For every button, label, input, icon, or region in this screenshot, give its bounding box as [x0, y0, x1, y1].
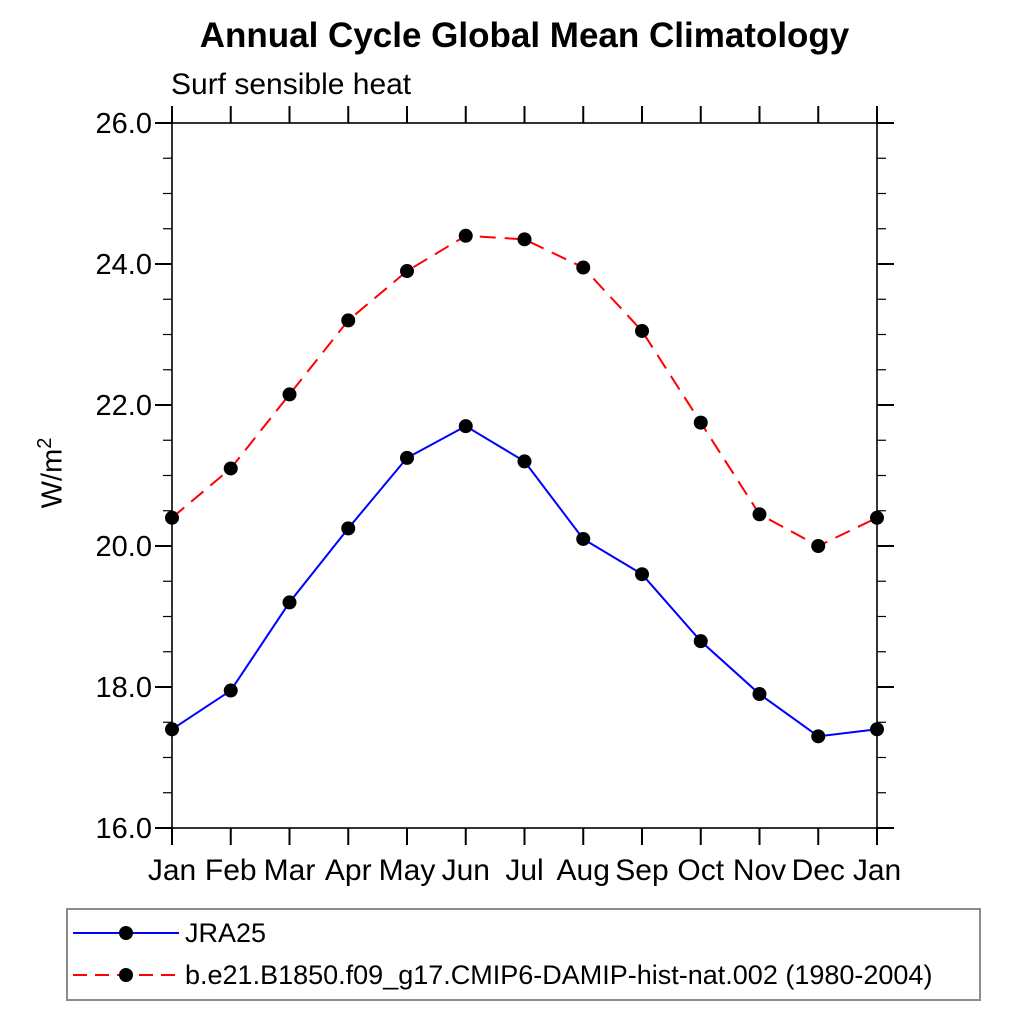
legend-line-sample-solid — [73, 926, 179, 940]
data-point-marker — [693, 415, 708, 430]
x-tick-label: Jul — [505, 854, 543, 887]
x-tick-label: Feb — [205, 854, 257, 887]
legend-row-jra25: JRA25 — [73, 913, 266, 953]
data-point-marker — [517, 232, 532, 247]
legend-box: JRA25 b.e21.B1850.f09_g17.CMIP6-DAMIP-hi… — [66, 908, 981, 1001]
chart-title: Annual Cycle Global Mean Climatology — [199, 16, 850, 55]
x-tick-label: Mar — [264, 854, 316, 887]
data-point-marker — [458, 228, 473, 243]
data-point-marker — [400, 264, 414, 279]
data-point-marker — [282, 595, 297, 610]
y-tick-label: 20.0 — [96, 531, 152, 563]
data-point-marker — [576, 260, 591, 275]
data-point-marker — [165, 722, 179, 737]
data-point-marker — [458, 419, 473, 434]
x-tick-label: Jan — [148, 854, 196, 887]
y-tick-label: 22.0 — [96, 390, 152, 422]
data-point-marker — [400, 450, 414, 465]
legend-label-jra25: JRA25 — [185, 917, 267, 948]
series-line-jra25 — [171, 424, 878, 738]
x-tick-label: Sep — [615, 854, 668, 887]
legend-line-sample-dashed — [73, 968, 179, 982]
data-point-marker — [693, 634, 708, 649]
data-point-marker — [165, 510, 179, 525]
data-point-marker — [282, 387, 297, 402]
x-tick-label: Apr — [325, 854, 372, 887]
data-point-marker — [223, 683, 238, 698]
y-tick-label: 26.0 — [96, 108, 152, 140]
x-tick-label: Nov — [733, 854, 786, 887]
data-point-marker — [517, 454, 532, 469]
data-point-marker — [811, 539, 826, 553]
chart-subtitle: Surf sensible heat — [171, 68, 412, 101]
series-line-model — [171, 234, 878, 548]
x-tick-label: Aug — [557, 854, 610, 887]
x-tick-label: Dec — [792, 854, 845, 887]
plot-border — [171, 122, 878, 829]
x-tick-label: Jun — [442, 854, 490, 887]
data-point-marker — [576, 531, 591, 546]
data-point-marker — [341, 521, 356, 536]
data-point-marker — [811, 729, 826, 744]
data-point-marker — [752, 507, 767, 522]
data-point-marker — [870, 510, 884, 525]
legend-label-model: b.e21.B1850.f09_g17.CMIP6-DAMIP-hist-nat… — [185, 959, 933, 990]
data-point-marker — [223, 461, 238, 476]
data-point-marker — [341, 313, 356, 328]
x-tick-label: May — [379, 854, 436, 887]
y-tick-label: 18.0 — [96, 672, 152, 704]
data-point-marker — [870, 722, 884, 737]
y-tick-label: 16.0 — [96, 813, 152, 845]
data-point-marker — [752, 687, 767, 702]
data-point-marker — [635, 567, 649, 582]
x-tick-label: Oct — [677, 854, 724, 887]
y-tick-label: 24.0 — [96, 249, 152, 281]
legend-row-model: b.e21.B1850.f09_g17.CMIP6-DAMIP-hist-nat… — [73, 955, 932, 995]
x-tick-label: Jan — [853, 854, 901, 887]
data-point-marker — [635, 323, 649, 338]
